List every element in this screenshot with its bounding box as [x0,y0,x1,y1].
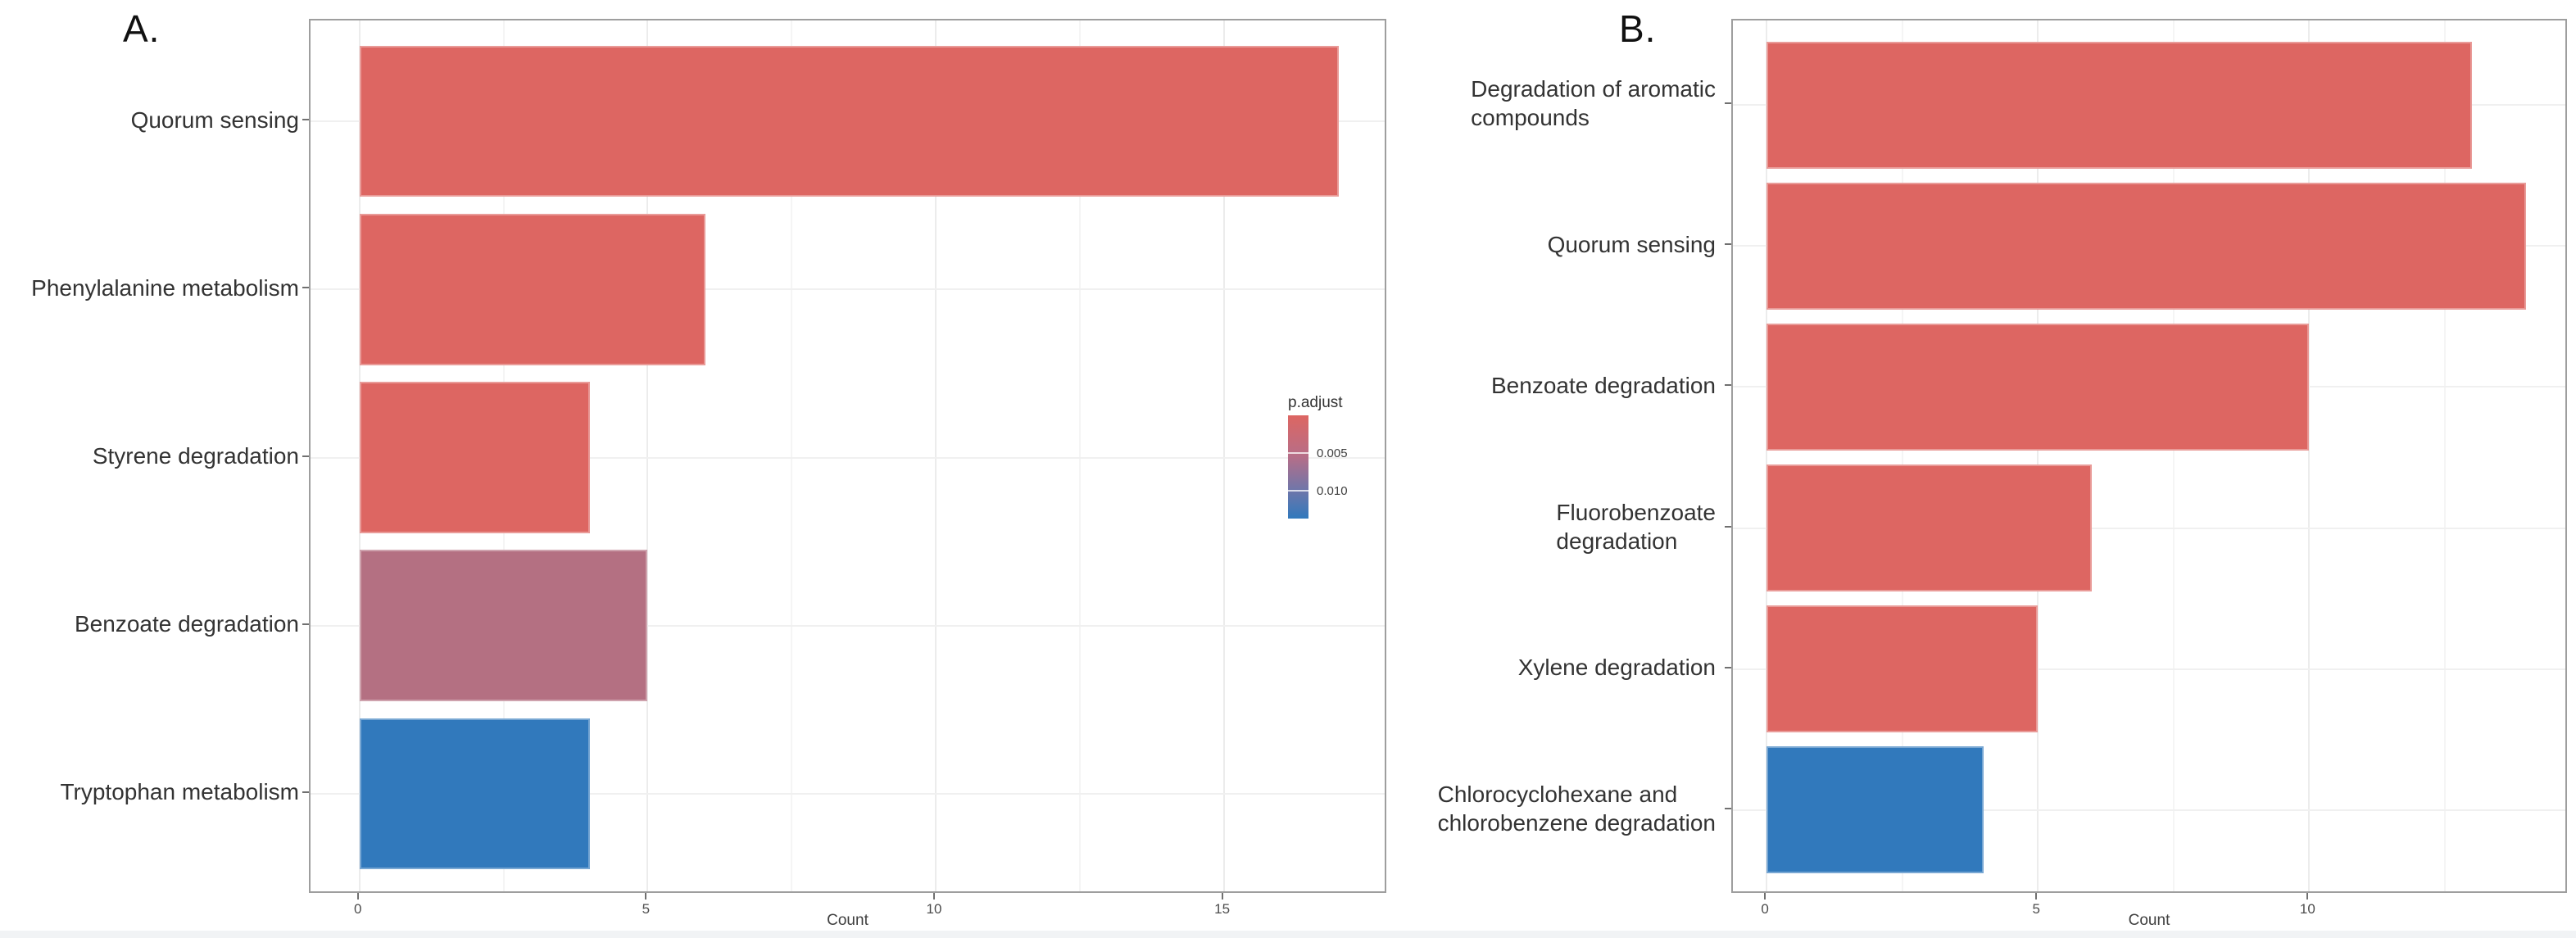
category-label-text: Tryptophan metabolism [60,779,299,805]
gridline-major-x-5 [2037,20,2039,891]
x-tick-mark [1764,893,1766,899]
x-tick-mark [2306,893,2309,899]
legend-tick-label: 0.010 [1317,484,1348,498]
bar-tryptophan-metabolism [359,718,591,870]
y-tick-mark [1725,525,1731,528]
bar-chlorocyclohexane-and-chlorobenzene-degradation [1766,746,1984,874]
x-tick-label-5: 5 [642,901,651,917]
legend-tick-label: 0.005 [1317,446,1348,460]
y-tick-mark [302,287,309,289]
bar-quorum-sensing [359,45,1340,197]
category-label-text: Degradation of aromatic compounds [1471,76,1716,131]
bar-benzoate-degradation [359,550,648,702]
legend-colorbar-tick [1288,490,1308,492]
category-label-text: Chlorocyclohexane and chlorobenzene degra… [1437,781,1716,836]
category-label-styrene-degradation: Styrene degradation [0,442,299,470]
gridline-minor-x-12.5 [1078,20,1081,891]
y-tick-mark [1725,666,1731,668]
y-tick-mark [302,791,309,793]
category-label-benzoate-degradation: Benzoate degradation [0,609,299,638]
x-tick-label-10: 10 [2299,901,2315,917]
gridline-major-x-0 [1766,20,1768,891]
category-label-chlorocyclohexane-and-chlorobenzene-degradation: Chlorocyclohexane and chlorobenzene degra… [1142,780,1716,837]
category-label-fluorobenzoate-degradation: Fluorobenzoate degradation [1142,498,1716,555]
category-label-text: Benzoate degradation [75,611,299,637]
legend-colorbar-tick [1288,452,1308,454]
panel-b-title: B. [1619,7,1657,50]
panel-b-x-axis-label: Count [2128,912,2170,929]
gridline-minor-x-7.5 [791,20,793,891]
gridline-minor-x-2.5 [1901,20,1903,891]
gridline-minor-x-7.5 [2172,20,2175,891]
gridline-major-x-15 [1222,20,1225,891]
x-tick-mark [356,893,359,899]
category-label-text: Xylene degradation [1517,655,1716,681]
panel-b-plot [1731,19,2567,893]
y-tick-mark [302,623,309,625]
x-tick-mark [1221,893,1223,899]
category-label-benzoate-degradation: Benzoate degradation [1142,371,1716,400]
category-label-text: Benzoate degradation [1491,372,1716,398]
category-label-quorum-sensing: Quorum sensing [0,106,299,134]
gridline-category [1733,809,2565,811]
legend-title: p.adjust [1288,394,1343,411]
category-label-tryptophan-metabolism: Tryptophan metabolism [0,777,299,806]
gridline-category [311,456,1385,459]
bar-fluorobenzoate-degradation [1766,464,2093,591]
category-label-xylene-degradation: Xylene degradation [1142,653,1716,682]
gridline-major-x-5 [646,20,649,891]
bar-phenylalanine-metabolism [359,213,705,365]
gridline-category [1733,668,2565,670]
category-label-text: Phenylalanine metabolism [31,274,299,301]
y-tick-mark [302,455,309,457]
gridline-category [311,792,1385,795]
panel-a-plot [309,19,1386,893]
x-tick-mark [2035,893,2038,899]
x-tick-label-5: 5 [2032,901,2040,917]
category-label-text: Styrene degradation [92,443,299,469]
x-tick-label-0: 0 [1761,901,1769,917]
y-tick-mark [1725,384,1731,387]
gridline-category [1733,527,2565,529]
y-tick-mark [1725,807,1731,809]
bar-styrene-degradation [359,382,591,533]
gridline-major-x-10 [2308,20,2311,891]
y-tick-mark [1725,243,1731,246]
gridline-minor-x-12.5 [2443,20,2446,891]
x-tick-label-10: 10 [926,901,942,917]
category-label-degradation-of-aromatic-compounds: Degradation of aromatic compounds [1142,75,1716,132]
x-tick-mark [932,893,935,899]
category-label-quorum-sensing: Quorum sensing [1142,230,1716,259]
legend-colorbar [1288,415,1308,519]
bar-degradation-of-aromatic-compounds [1766,41,2473,169]
gridline-category [311,288,1385,291]
bar-benzoate-degradation [1766,324,2310,451]
gridline-category [311,624,1385,627]
bar-xylene-degradation [1766,605,2039,733]
x-tick-mark [645,893,647,899]
panel-a-x-axis-label: Count [827,912,868,929]
category-label-text: Quorum sensing [130,106,299,133]
bar-quorum-sensing [1766,182,2527,310]
screen-bottom-strip [0,931,2576,938]
y-tick-mark [302,119,309,121]
category-label-phenylalanine-metabolism: Phenylalanine metabolism [0,274,299,302]
category-label-text: Fluorobenzoate degradation [1556,499,1716,554]
category-label-text: Quorum sensing [1547,231,1716,257]
y-tick-mark [1725,102,1731,105]
gridline-major-x-10 [934,20,937,891]
x-tick-label-0: 0 [354,901,362,917]
x-tick-label-15: 15 [1214,901,1231,917]
panel-a-title: A. [123,7,161,50]
